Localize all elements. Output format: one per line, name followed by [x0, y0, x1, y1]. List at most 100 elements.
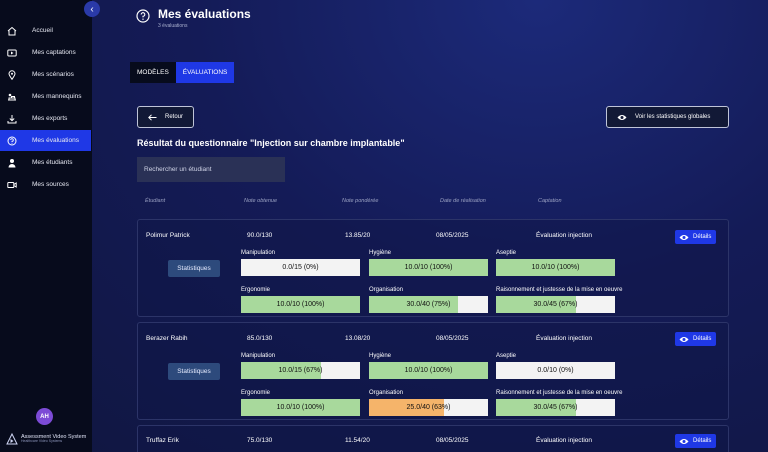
- date: 08/05/2025: [436, 335, 469, 342]
- sidebar-item-scenarios[interactable]: Mes scénarios: [0, 64, 91, 85]
- back-button[interactable]: Retour: [137, 106, 194, 128]
- weighted-score: 13.85/20: [345, 232, 371, 239]
- eye-icon: [679, 438, 689, 444]
- mannequin-icon: [6, 91, 18, 103]
- metric-value: 0.0/10 (0%): [537, 367, 574, 374]
- sidebar-item-label: Mes sources: [32, 181, 69, 188]
- tab-evaluations[interactable]: ÉVALUATIONS: [175, 62, 235, 83]
- score: 90.0/130: [247, 232, 273, 239]
- camera-icon: [6, 179, 18, 191]
- sidebar: Accueil Mes captations Mes scénarios Mes…: [0, 0, 92, 452]
- user-icon: [6, 157, 18, 169]
- metric-value: 0.0/15 (0%): [282, 264, 319, 271]
- metric-value: 30.0/40 (75%): [406, 301, 451, 308]
- metric-bar: 0.0/10 (0%): [496, 362, 615, 379]
- sidebar-item-label: Mes scénarios: [32, 71, 74, 78]
- page-title: Mes évaluations: [158, 7, 251, 21]
- weighted-score: 13.08/20: [345, 335, 371, 342]
- home-icon: [6, 25, 18, 37]
- sidebar-item-etudiants[interactable]: Mes étudiants: [0, 152, 91, 173]
- metric-bar: 25.0/40 (63%): [369, 399, 488, 416]
- page-subtitle: 3 évaluations: [158, 23, 188, 29]
- date: 08/05/2025: [436, 232, 469, 239]
- student-name: Polimur Patrick: [146, 232, 190, 239]
- sidebar-item-label: Mes étudiants: [32, 159, 73, 166]
- details-button[interactable]: Détails: [675, 230, 716, 244]
- metric-label: Ergonomie: [241, 287, 271, 293]
- details-button[interactable]: Détails: [675, 332, 716, 346]
- arrow-left-icon: [148, 113, 157, 121]
- student-name: Truffaz Erik: [146, 437, 179, 444]
- column-header-weighted: Note pondérée: [342, 198, 379, 204]
- metric-label: Organisation: [369, 390, 404, 396]
- statistics-button[interactable]: Statistiques: [168, 363, 220, 380]
- details-label: Détails: [693, 336, 712, 342]
- sidebar-item-label: Mes mannequins: [32, 93, 82, 100]
- sidebar-item-label: Mes exports: [32, 115, 68, 122]
- metric-bar: 0.0/15 (0%): [241, 259, 360, 276]
- global-stats-label: Voir les statistiques globales: [635, 114, 711, 120]
- score: 75.0/130: [247, 437, 273, 444]
- sidebar-item-evaluations[interactable]: Mes évaluations: [0, 130, 91, 151]
- app-logo: Assessment Video System Healthcare Video…: [5, 432, 86, 446]
- metric-bar: 10.0/10 (100%): [241, 296, 360, 313]
- tab-modeles[interactable]: MODÈLES: [130, 62, 176, 83]
- logo-title: Assessment Video System: [21, 433, 87, 440]
- metric-label: Raisonnement et justesse de la mise en o…: [496, 390, 623, 396]
- metric-value: 10.0/15 (67%): [278, 367, 323, 374]
- details-label: Détails: [693, 438, 712, 444]
- metric-value: 10.0/10 (100%): [276, 404, 325, 411]
- metric-bar: 10.0/10 (100%): [496, 259, 615, 276]
- statistics-button[interactable]: Statistiques: [168, 260, 220, 277]
- download-icon: [6, 113, 18, 125]
- sidebar-item-mannequins[interactable]: Mes mannequins: [0, 86, 91, 107]
- metric-label: Aseptie: [496, 250, 517, 256]
- metric-bar: 10.0/10 (100%): [241, 399, 360, 416]
- metric-label: Aseptie: [496, 353, 517, 359]
- metric-label: Ergonomie: [241, 390, 271, 396]
- sidebar-item-sources[interactable]: Mes sources: [0, 174, 91, 195]
- sidebar-item-label: Accueil: [32, 27, 53, 34]
- tab-bar: MODÈLES ÉVALUATIONS: [130, 62, 235, 83]
- column-header-score: Note obtenue: [244, 198, 278, 204]
- back-button-label: Retour: [165, 114, 184, 120]
- help-circle-icon: [6, 135, 18, 147]
- metric-bar: 30.0/45 (67%): [496, 399, 615, 416]
- metric-bar: 10.0/10 (100%): [369, 362, 488, 379]
- metric-value: 10.0/10 (100%): [531, 264, 580, 271]
- sidebar-item-accueil[interactable]: Accueil: [0, 20, 91, 41]
- sidebar-item-label: Mes évaluations: [32, 137, 79, 144]
- global-stats-button[interactable]: Voir les statistiques globales: [606, 106, 729, 128]
- eye-icon: [617, 114, 627, 120]
- sidebar-collapse-button[interactable]: ‹: [84, 1, 100, 17]
- metric-label: Raisonnement et justesse de la mise en o…: [496, 287, 623, 293]
- date: 08/05/2025: [436, 437, 469, 444]
- eye-icon: [679, 234, 689, 240]
- capture: Évaluation injection: [536, 335, 593, 342]
- metric-value: 10.0/10 (100%): [404, 367, 453, 374]
- metric-value: 10.0/10 (100%): [276, 301, 325, 308]
- sidebar-item-captations[interactable]: Mes captations: [0, 42, 91, 63]
- metric-value: 10.0/10 (100%): [404, 264, 453, 271]
- help-circle-icon: [136, 9, 150, 23]
- table-row: Polimur Patrick 90.0/130 13.85/20 08/05/…: [137, 219, 729, 317]
- sidebar-item-exports[interactable]: Mes exports: [0, 108, 91, 129]
- column-header-capture: Captation: [538, 198, 562, 204]
- details-label: Détails: [693, 234, 712, 240]
- sidebar-item-label: Mes captations: [32, 49, 76, 56]
- metric-value: 30.0/45 (67%): [533, 404, 578, 411]
- search-student-input[interactable]: [137, 157, 285, 182]
- avatar[interactable]: AH: [36, 408, 53, 425]
- student-name: Berazer Rabih: [146, 335, 188, 342]
- capture: Évaluation injection: [536, 232, 593, 239]
- metric-bar: 10.0/15 (67%): [241, 362, 360, 379]
- capture: Évaluation injection: [536, 437, 593, 444]
- table-row: Truffaz Erik 75.0/130 11.54/20 08/05/202…: [137, 425, 729, 452]
- metric-bar: 30.0/45 (67%): [496, 296, 615, 313]
- metric-bar: 10.0/10 (100%): [369, 259, 488, 276]
- metric-bar: 30.0/40 (75%): [369, 296, 488, 313]
- column-header-student: Étudiant: [145, 198, 166, 204]
- video-icon: [6, 47, 18, 59]
- location-icon: [6, 69, 18, 81]
- details-button[interactable]: Détails: [675, 434, 716, 448]
